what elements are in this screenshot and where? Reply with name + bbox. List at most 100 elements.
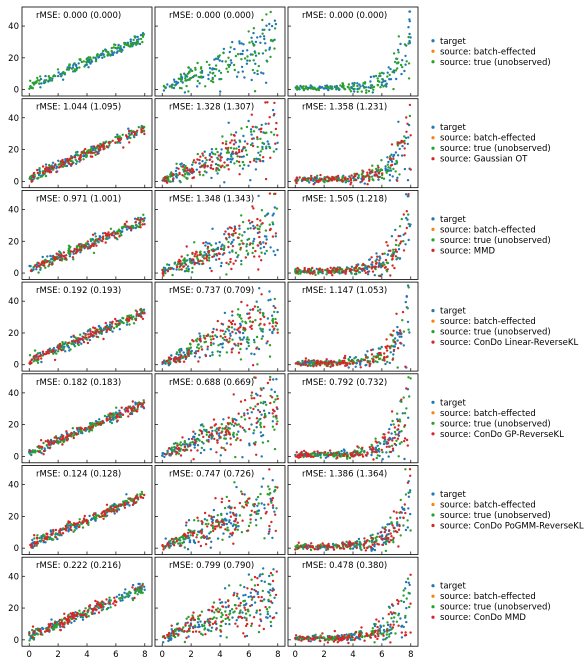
data-point <box>263 235 267 238</box>
data-point <box>46 260 49 263</box>
data-point <box>197 347 201 350</box>
legend-label: source: true (unobserved) <box>440 58 551 68</box>
data-point <box>171 449 175 452</box>
data-point <box>383 252 386 255</box>
data-point <box>89 332 92 335</box>
data-point <box>355 361 358 365</box>
data-point <box>259 308 262 311</box>
data-point <box>313 270 316 273</box>
data-point <box>212 152 215 155</box>
data-point <box>335 363 338 366</box>
data-point <box>75 427 79 430</box>
data-point <box>259 150 263 153</box>
data-point <box>186 265 190 268</box>
data-point <box>177 356 180 360</box>
data-point <box>94 56 97 59</box>
data-point <box>198 162 201 165</box>
data-point <box>372 85 376 89</box>
data-point <box>271 425 275 428</box>
data-point <box>194 252 197 256</box>
data-point <box>29 449 32 453</box>
legend-label: target <box>440 398 467 408</box>
data-point <box>216 319 219 323</box>
data-point <box>213 253 216 256</box>
data-point <box>392 348 396 352</box>
data-point <box>122 226 125 229</box>
data-point <box>32 171 36 175</box>
data-point <box>237 430 240 433</box>
data-point <box>184 524 188 527</box>
data-point <box>360 177 363 180</box>
data-point <box>235 419 238 422</box>
data-point <box>32 83 36 86</box>
data-point <box>92 514 95 517</box>
data-point <box>407 376 410 379</box>
data-point <box>397 433 400 436</box>
data-point <box>383 266 387 269</box>
data-point <box>198 158 201 162</box>
data-point <box>109 227 113 230</box>
data-point <box>87 58 91 62</box>
data-point <box>268 228 272 232</box>
data-point <box>246 312 249 315</box>
data-point <box>323 177 327 181</box>
data-point <box>252 44 255 47</box>
data-point <box>375 456 378 460</box>
data-point <box>262 35 266 38</box>
data-point <box>41 165 45 168</box>
data-point <box>370 353 374 356</box>
data-point <box>226 70 230 74</box>
data-point <box>193 241 196 244</box>
data-point <box>251 320 254 324</box>
data-point <box>86 341 90 345</box>
data-point <box>210 155 213 159</box>
data-point <box>166 181 169 184</box>
data-point <box>261 28 264 31</box>
data-point <box>370 171 373 174</box>
data-point <box>406 320 410 324</box>
data-point <box>226 149 230 152</box>
data-point <box>358 87 361 90</box>
data-point <box>397 428 400 431</box>
data-point <box>133 35 136 38</box>
data-point <box>258 228 261 231</box>
data-point <box>403 412 407 415</box>
data-point <box>97 324 101 328</box>
data-point <box>86 330 89 333</box>
data-point <box>108 236 111 239</box>
data-point <box>237 254 240 257</box>
data-point <box>102 237 105 241</box>
data-point <box>391 439 394 442</box>
data-point <box>61 341 64 344</box>
data-point <box>44 536 47 540</box>
data-point <box>405 60 408 63</box>
data-point <box>258 255 261 258</box>
data-point <box>241 220 245 224</box>
data-point <box>398 225 402 228</box>
data-point <box>400 335 403 338</box>
data-point <box>116 137 120 140</box>
data-point <box>82 332 86 335</box>
data-point <box>381 264 384 268</box>
data-point <box>361 455 365 458</box>
data-point <box>102 53 105 56</box>
data-point <box>259 41 262 44</box>
data-point <box>67 162 70 165</box>
data-point <box>113 413 116 416</box>
data-point <box>102 510 106 513</box>
data-point <box>229 158 232 161</box>
data-point <box>186 169 189 172</box>
data-point <box>216 55 220 58</box>
data-point <box>142 33 145 36</box>
data-point <box>391 447 395 450</box>
data-point <box>225 522 228 526</box>
data-point <box>200 440 204 444</box>
data-point <box>40 82 43 85</box>
data-point <box>294 179 298 182</box>
data-point <box>183 172 187 176</box>
data-point <box>121 413 125 417</box>
data-point <box>59 438 62 441</box>
legend-marker <box>431 319 435 323</box>
data-point <box>136 497 140 500</box>
